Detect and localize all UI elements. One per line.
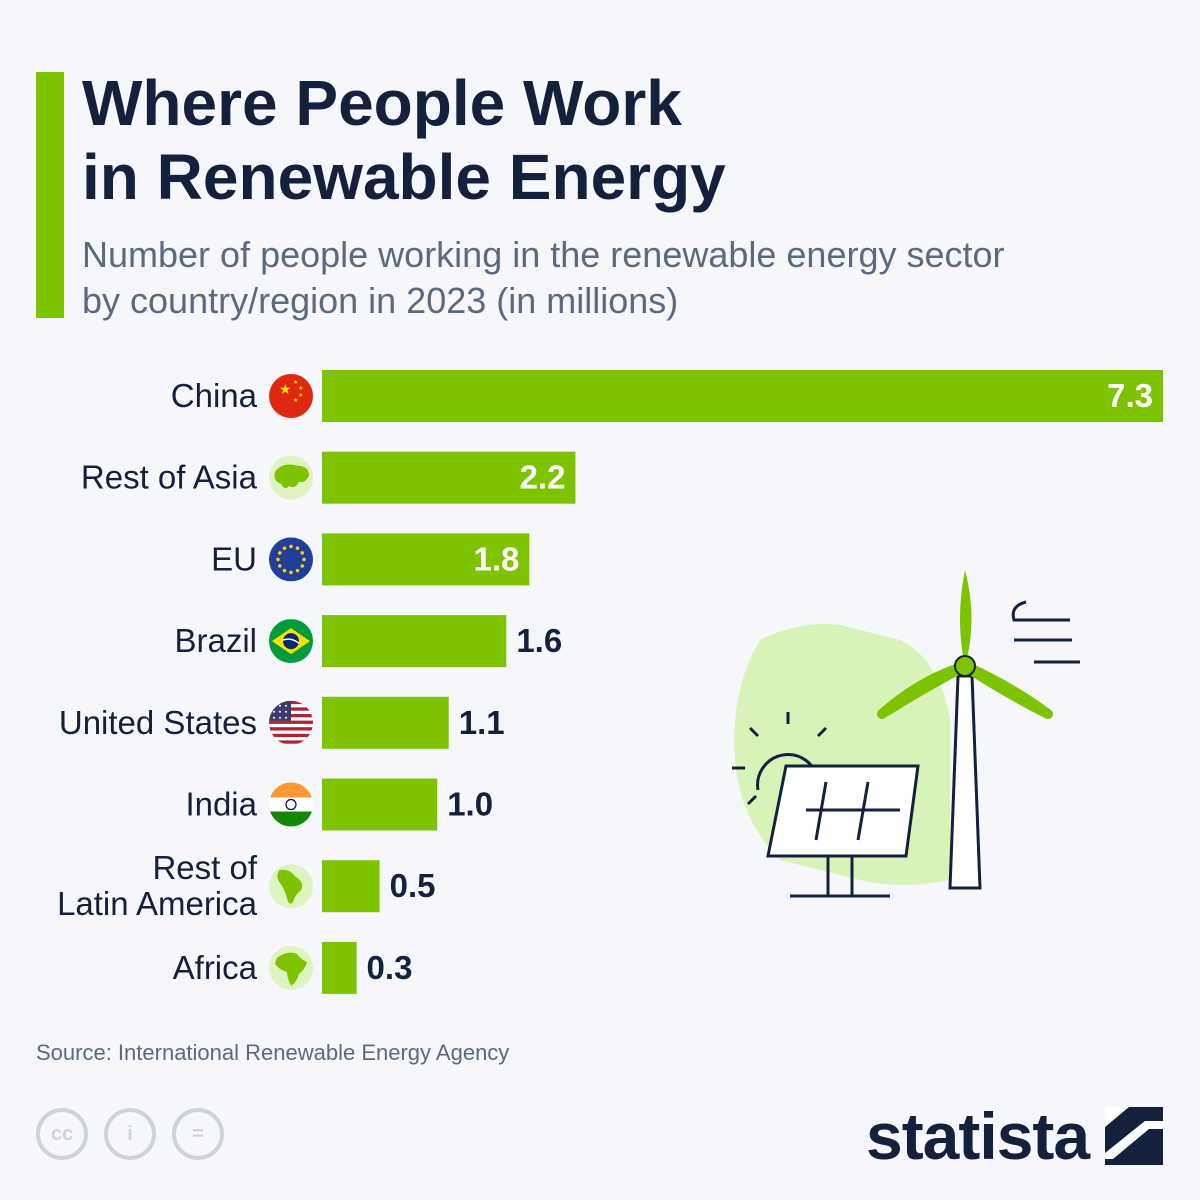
value-label: 2.2 <box>520 459 566 496</box>
value-label: 1.8 <box>473 540 519 577</box>
license-icons: cc i = <box>36 1108 224 1160</box>
title-line-2: in Renewable Energy <box>82 141 726 213</box>
latin-america-map-icon <box>269 864 313 909</box>
brand-name: statista <box>866 1099 1090 1173</box>
china-flag-icon: ★ ★★★★ <box>269 374 313 418</box>
category-label: Rest of Asia <box>81 459 258 496</box>
wind-turbine-solar-panel-icon <box>732 570 1080 898</box>
svg-text:★: ★ <box>298 392 303 399</box>
value-label: 0.3 <box>367 949 413 986</box>
bar <box>322 370 1163 422</box>
value-label: 1.6 <box>516 622 562 659</box>
attribution-icon[interactable]: i <box>104 1108 156 1160</box>
title-line-1: Where People Work <box>82 67 682 139</box>
source-note: Source: International Renewable Energy A… <box>36 1040 510 1065</box>
svg-text:★: ★ <box>279 382 292 398</box>
value-label: 7.3 <box>1107 377 1153 414</box>
svg-text:★: ★ <box>298 385 303 392</box>
us-flag-icon <box>269 700 313 745</box>
category-label: India <box>185 786 257 823</box>
statista-mark-icon <box>1105 1107 1164 1165</box>
bar <box>322 941 357 994</box>
bar <box>322 696 449 749</box>
bar <box>322 533 530 586</box>
bar-row: United States 1.1 <box>59 696 505 749</box>
value-label: 1.1 <box>459 704 505 741</box>
bar-row: Africa 0.3 <box>173 941 413 994</box>
svg-text:★: ★ <box>293 397 298 404</box>
asia-map-icon <box>269 455 313 500</box>
page-title: Where People Work in Renewable Energy <box>82 66 1162 214</box>
subtitle: Number of people working in the renewabl… <box>82 232 1182 324</box>
bar <box>322 451 576 504</box>
svg-text:★: ★ <box>293 379 298 386</box>
bar-row: India 1.0 <box>185 778 493 831</box>
category-label: China <box>171 377 258 414</box>
brazil-flag-icon <box>269 619 313 664</box>
category-label: Africa <box>173 949 258 986</box>
bar <box>322 860 380 913</box>
value-label: 1.0 <box>447 786 493 823</box>
category-label: Latin America <box>57 885 258 922</box>
eu-flag-icon <box>269 537 313 582</box>
bar <box>322 615 507 668</box>
category-label: EU <box>211 540 257 577</box>
category-label: Rest of <box>152 849 257 886</box>
accent-bar <box>36 72 64 318</box>
bar-row: China ★ ★★★★ 7.3 <box>171 370 1163 422</box>
bar-row: Brazil 1.6 <box>174 615 562 668</box>
value-label: 0.5 <box>390 867 436 904</box>
subtitle-line-2: by country/region in 2023 (in millions) <box>82 280 679 321</box>
subtitle-line-1: Number of people working in the renewabl… <box>82 234 1005 275</box>
no-derivatives-icon[interactable]: = <box>172 1108 224 1160</box>
category-label: United States <box>59 704 257 741</box>
category-label: Brazil <box>174 622 257 659</box>
bar <box>322 778 438 831</box>
bar-row: EU 1.8 <box>211 533 530 586</box>
africa-map-icon <box>269 945 313 990</box>
statista-logo[interactable]: statista <box>866 1098 1164 1174</box>
india-flag-icon <box>269 782 313 827</box>
cc-icon[interactable]: cc <box>36 1108 88 1160</box>
bar-row: Rest of Asia 2.2 <box>81 451 576 504</box>
